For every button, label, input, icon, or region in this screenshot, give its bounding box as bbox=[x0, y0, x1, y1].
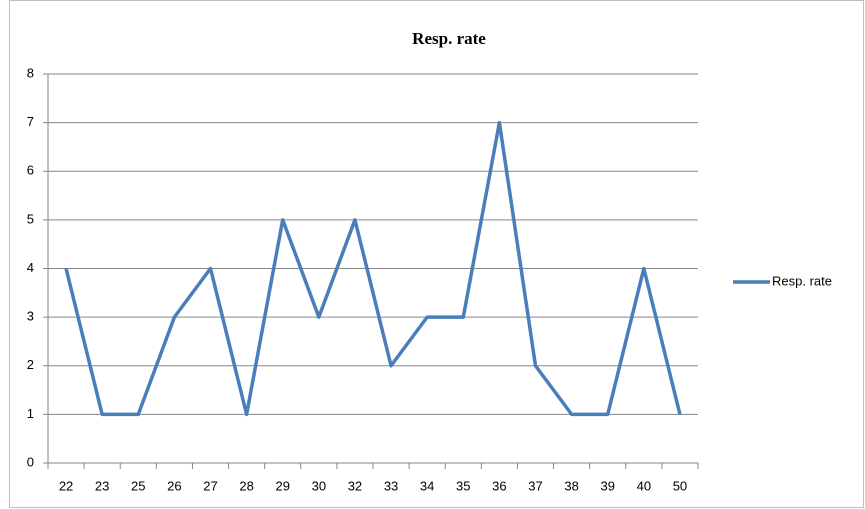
y-tick-label: 7 bbox=[27, 114, 34, 129]
y-tick-label: 2 bbox=[27, 357, 34, 372]
x-tick-label: 38 bbox=[564, 478, 578, 493]
x-tick-label: 23 bbox=[95, 478, 109, 493]
x-tick-label: 39 bbox=[600, 478, 614, 493]
x-tick-label: 25 bbox=[131, 478, 145, 493]
y-tick-label: 8 bbox=[27, 65, 34, 80]
line-series bbox=[64, 120, 682, 417]
chart-border bbox=[9, 0, 864, 508]
x-tick-label: 27 bbox=[203, 478, 217, 493]
x-tick-label: 36 bbox=[492, 478, 506, 493]
y-tick-label: 3 bbox=[27, 309, 34, 324]
x-tick-label: 33 bbox=[384, 478, 398, 493]
x-tick-label: 22 bbox=[59, 478, 73, 493]
x-tick-label: 28 bbox=[239, 478, 253, 493]
x-tick-label: 26 bbox=[167, 478, 181, 493]
y-tick-label: 4 bbox=[27, 260, 34, 275]
legend-label: Resp. rate bbox=[772, 273, 832, 288]
x-tick-label: 37 bbox=[528, 478, 542, 493]
y-tick-label: 6 bbox=[27, 163, 34, 178]
chart-title: Resp. rate bbox=[412, 29, 486, 48]
x-tick-label: 29 bbox=[275, 478, 289, 493]
y-tick-label: 5 bbox=[27, 211, 34, 226]
y-tick-label: 1 bbox=[27, 406, 34, 421]
y-tick-label: 0 bbox=[27, 454, 34, 469]
x-tick-label: 50 bbox=[673, 478, 687, 493]
x-tick-label: 30 bbox=[312, 478, 326, 493]
x-tick-label: 40 bbox=[637, 478, 651, 493]
x-tick-label: 32 bbox=[348, 478, 362, 493]
x-tick-label: 34 bbox=[420, 478, 434, 493]
x-tick-label: 35 bbox=[456, 478, 470, 493]
